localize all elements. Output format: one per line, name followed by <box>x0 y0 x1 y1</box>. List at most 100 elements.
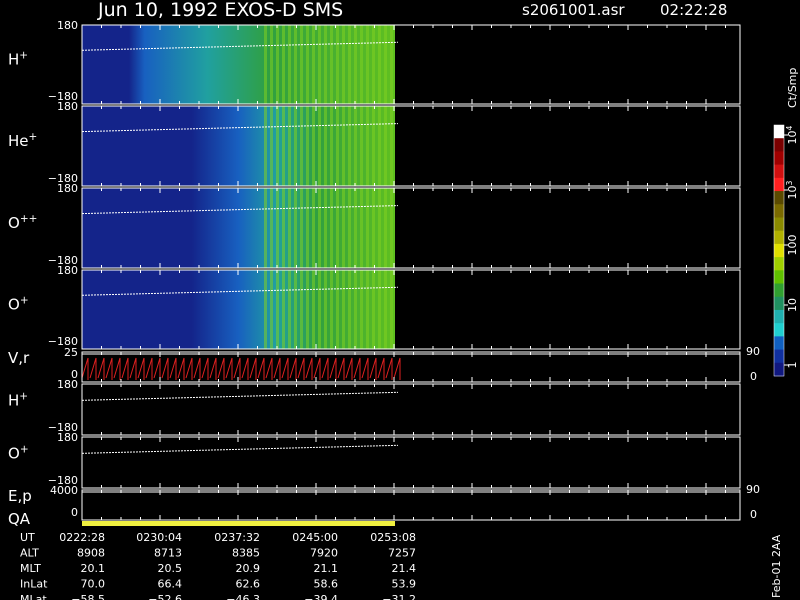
footer-row-name: UT <box>20 531 35 544</box>
colorbar-tick-label-base: 10 <box>786 298 799 312</box>
panel-label: O+ <box>8 444 29 463</box>
axis-bottom-label: 0 <box>71 506 78 519</box>
colorbar-swatch <box>774 151 784 166</box>
footer-value: 8908 <box>77 547 105 560</box>
footer-value: −58.5 <box>71 593 105 600</box>
right-top-label: 90 <box>746 483 760 496</box>
header: Jun 10, 1992 EXOS-D SMS s2061001.asr 02:… <box>97 0 727 21</box>
panel-label-base: H <box>8 51 19 69</box>
footer-value: 62.6 <box>236 578 261 591</box>
colorbar-swatch <box>774 349 784 364</box>
colorbar-swatch <box>774 204 784 218</box>
axis-bottom-label: −180 <box>48 421 78 434</box>
footer-value: −46.3 <box>226 593 260 600</box>
panel-frame <box>81 105 741 187</box>
panel-frame <box>81 269 741 350</box>
right-bottom-label: 0 <box>750 370 757 383</box>
qa-label: QA <box>8 510 31 528</box>
spectrogram-stripes <box>262 25 395 104</box>
time: 02:22:28 <box>660 1 727 19</box>
colorbar-swatch <box>774 309 784 324</box>
panel-label: E,p <box>8 487 32 505</box>
axis-bottom-label: −180 <box>48 254 78 267</box>
colorbar-swatch <box>774 191 784 205</box>
panel-bg <box>82 437 740 488</box>
colorbar-swatch <box>774 138 784 152</box>
colorbar-swatch <box>774 230 784 245</box>
footer-row-name: ALT <box>20 547 39 560</box>
colorbar-swatch <box>774 257 784 271</box>
velocity-trace <box>81 357 401 380</box>
axis-bottom-label: −180 <box>48 172 78 185</box>
colorbar-tick-label-sup: 3 <box>785 180 794 185</box>
panel-label-sup: + <box>20 444 29 456</box>
colorbar-swatch <box>774 336 784 351</box>
colorbar-frame <box>773 124 785 377</box>
axis-bottom-label: −180 <box>48 474 78 487</box>
footer-value: 21.1 <box>314 562 339 575</box>
title: Jun 10, 1992 EXOS-D SMS <box>97 0 343 21</box>
panel-label-base: O <box>8 445 20 463</box>
panel-frame <box>81 489 741 521</box>
colorbar-swatch <box>774 362 784 377</box>
footer-value: −52.6 <box>148 593 182 600</box>
colorbar-tick-label: 10 <box>786 298 799 312</box>
footer-value: 20.1 <box>81 562 106 575</box>
footer-value: 0237:32 <box>214 531 260 544</box>
colorbar-swatch <box>774 296 784 311</box>
footer-value: 70.0 <box>81 578 106 591</box>
panel-label-base: O <box>8 296 20 314</box>
footer-value: −31.2 <box>382 593 416 600</box>
panel-frame <box>81 383 741 436</box>
panel-label: H+ <box>8 50 28 69</box>
colorbar-title: Ct/Smp <box>786 68 799 108</box>
colorbar-swatch <box>774 283 784 298</box>
pitch-trace <box>81 205 399 215</box>
axis-top-label: 180 <box>57 378 78 391</box>
file-name: s2061001.asr <box>522 1 625 19</box>
axis-top-label: 180 <box>57 19 78 32</box>
footer-value: 0230:04 <box>136 531 182 544</box>
axis-bottom-label: 0 <box>71 368 78 381</box>
panel-frame <box>81 351 741 383</box>
colorbar-swatch <box>774 243 784 258</box>
panel-bg <box>82 352 740 382</box>
colorbar-swatch <box>774 217 784 232</box>
panel-label: He+ <box>8 131 37 150</box>
footer-value: 0253:08 <box>370 531 416 544</box>
footer-value: 7257 <box>388 547 416 560</box>
footer-value: 20.9 <box>236 562 261 575</box>
colorbar-swatch <box>774 164 784 179</box>
colorbar-swatch <box>774 323 784 337</box>
footer-value: 0245:00 <box>292 531 338 544</box>
qa-bar <box>82 521 395 526</box>
panel-label-base: E,p <box>8 487 32 505</box>
colorbar-swatch <box>774 125 784 139</box>
spectrogram-stripes <box>262 106 395 186</box>
right-bottom-label: 0 <box>750 508 757 521</box>
panel-label: O++ <box>8 213 37 232</box>
colorbar-tick-label: 104 <box>785 125 800 144</box>
footer-value: 8385 <box>232 547 260 560</box>
colorbar-tick-label-base: 100 <box>786 235 799 256</box>
colorbar-tick-label-base: 1 <box>786 362 799 369</box>
footer-value: 58.6 <box>314 578 339 591</box>
panel-label-sup: ++ <box>20 213 38 225</box>
footer-value: 66.4 <box>158 578 183 591</box>
axis-top-label: 180 <box>57 100 78 113</box>
footer-value: 7920 <box>310 547 338 560</box>
footer-value: 21.4 <box>392 562 417 575</box>
colorbar-tick-label: 103 <box>785 180 800 199</box>
axis-top-label: 25 <box>64 346 78 359</box>
pitch-trace <box>81 41 399 51</box>
axis-bottom-label: −180 <box>48 90 78 103</box>
panel-label-base: He <box>8 132 29 150</box>
footer-value: 0222:28 <box>59 531 105 544</box>
pitch-trace <box>81 391 399 401</box>
axis-top-label: 180 <box>57 182 78 195</box>
panel-label-sup: + <box>19 391 28 403</box>
spectrogram-stripes <box>262 188 395 268</box>
axis-bottom-label: −180 <box>48 335 78 348</box>
footer-row-name: InLat <box>20 578 48 591</box>
